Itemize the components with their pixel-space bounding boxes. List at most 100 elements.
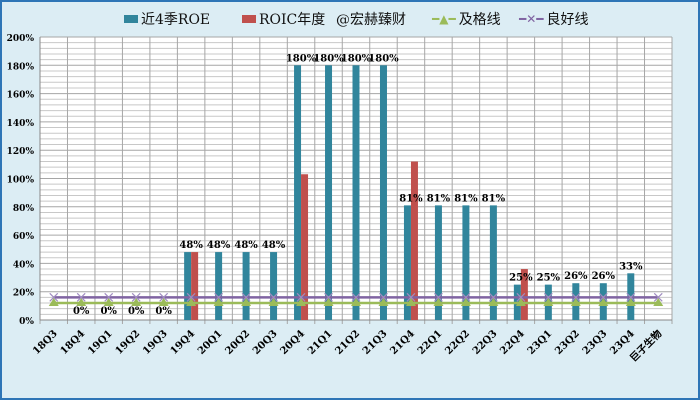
marker-good [379,292,388,302]
y-tick-label: 160% [7,91,35,101]
marker-pass [433,298,444,307]
y-tick-label: 100% [7,176,35,186]
marker-good [434,292,443,302]
marker-good [351,292,361,302]
y-tick-label: 80% [13,204,35,214]
data-label-roe: 81% [482,193,506,204]
x-tick-label: 18Q4 [59,328,88,357]
marker-pass [48,298,59,307]
x-tick-label: 19Q4 [169,328,198,357]
x-tick-label: 19Q3 [141,328,170,357]
x-tick-label: 23Q1 [526,328,555,357]
legend-roic-swatch [242,15,256,23]
x-tick-label: 20Q2 [224,328,253,357]
legend-good-label: 良好线 [546,12,589,28]
data-label-roe: 0% [155,306,172,317]
marker-good [406,292,416,302]
marker-pass [405,298,416,307]
data-label-roe: 26% [564,271,588,282]
marker-pass [241,298,252,307]
bar-roe [434,205,442,320]
y-tick-label: 20% [13,289,35,299]
legend-roe: 近4季ROE [124,9,210,29]
legend-pass-label: 及格线 [458,12,501,28]
marker-pass [76,298,87,307]
marker-pass [158,298,169,307]
y-tick-label: 140% [7,119,35,129]
bar-roe [379,65,387,320]
bar-roe [242,252,250,320]
marker-good [543,292,553,302]
bar-roe [462,205,470,320]
bar-roe [489,205,497,320]
x-tick-label: 19Q2 [114,328,143,357]
y-tick-label: 120% [7,147,35,157]
marker-good [516,292,526,302]
marker-good [186,292,196,302]
legend-good: ━✕━ 良好线 [519,9,589,29]
y-tick-label: 0% [19,317,34,327]
data-label-roe: 25% [537,273,561,284]
watermark: @宏赫臻财 [336,9,406,29]
legend-pass: ━▲━ 及格线 [432,9,501,29]
data-label-roe: 0% [73,306,90,317]
data-label-roe: 48% [234,240,258,251]
bar-roe [325,65,333,320]
data-label-roe: 81% [454,193,478,204]
data-label-roe: 180% [368,53,399,64]
watermark-text: @宏赫臻财 [336,12,406,28]
data-label-roe: 26% [592,271,616,282]
marker-good [269,292,278,302]
marker-good [49,292,59,302]
data-label-roe: 0% [128,306,145,317]
legend-roe-label: 近4季ROE [141,12,211,28]
marker-good [296,292,306,302]
x-tick-label: 22Q1 [416,328,445,357]
marker-good [76,292,86,302]
data-label-roe: 48% [179,240,203,251]
bar-roic [191,252,199,320]
marker-pass [296,298,307,307]
bar-roe [215,252,223,320]
x-tick-label: 19Q1 [86,328,115,357]
data-label-roe: 0% [100,306,117,317]
data-label-roe: 33% [619,261,643,272]
bar-roe [270,252,278,320]
marker-good [324,292,333,302]
marker-good [571,292,581,302]
marker-pass [131,298,142,307]
legend-roic-label: ROIC年度 [259,12,326,28]
bar-roe [403,205,411,320]
data-label-roe: 81% [427,193,451,204]
x-tick-label: 22Q4 [498,328,527,357]
marker-pass [323,298,334,307]
marker-good [241,292,251,302]
x-tick-label: 21Q1 [306,328,335,357]
x-tick-label: 21Q3 [361,328,390,357]
marker-good [159,292,169,302]
x-tick-label: 20Q1 [196,328,225,357]
x-tick-label: 21Q4 [388,328,417,357]
marker-pass [103,298,114,307]
data-label-roe: 48% [262,240,286,251]
marker-good [214,292,224,302]
marker-pass [653,298,664,307]
legend-pass-marker-icon: ━▲━ [432,12,456,26]
marker-good [461,292,471,302]
x-tick-label: 20Q3 [251,328,280,357]
legend-good-marker-icon: ━✕━ [519,12,544,26]
bar-roe [184,252,192,320]
marker-pass [488,298,499,307]
x-tick-label: 23Q3 [581,328,610,357]
marker-pass [268,298,279,307]
y-tick-label: 40% [13,260,35,270]
marker-pass [625,298,636,307]
y-tick-label: 200% [7,34,35,44]
marker-pass [213,298,224,307]
marker-pass [351,298,361,307]
marker-good [598,292,608,302]
bar-roic [410,161,418,320]
x-tick-label: 22Q2 [443,328,472,357]
marker-good [626,292,636,302]
